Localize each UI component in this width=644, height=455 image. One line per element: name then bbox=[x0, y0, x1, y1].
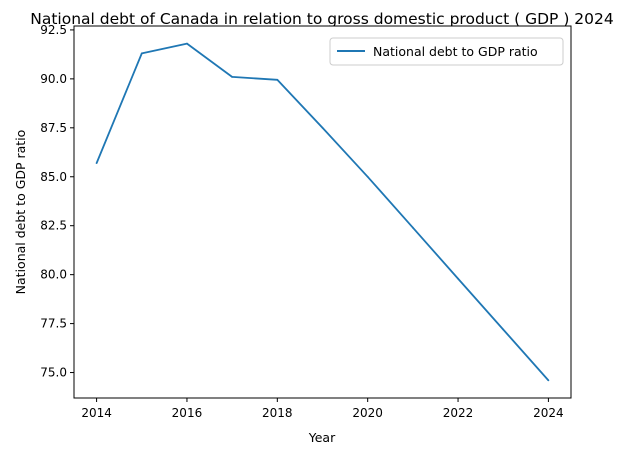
x-tick-label: 2014 bbox=[81, 406, 112, 420]
chart-title: National debt of Canada in relation to g… bbox=[30, 10, 614, 28]
plot-area bbox=[74, 26, 571, 398]
data-point bbox=[412, 226, 414, 229]
data-point bbox=[186, 42, 188, 45]
plot-frame bbox=[73, 25, 572, 399]
x-axis-label: Year bbox=[308, 430, 336, 445]
legend-box bbox=[329, 37, 564, 66]
y-tick-label: 77.5 bbox=[40, 317, 67, 331]
x-tick-label: 2022 bbox=[443, 406, 474, 420]
data-point bbox=[457, 277, 459, 280]
x-tick-label: 2018 bbox=[262, 406, 293, 420]
data-point bbox=[321, 126, 324, 129]
x-axis: 2014 2016 2018 2020 2022 2024 bbox=[81, 398, 564, 420]
y-axis-label: National debt to GDP ratio bbox=[13, 130, 28, 295]
y-tick-label: 90.0 bbox=[40, 72, 67, 86]
data-point bbox=[366, 175, 369, 178]
data-point bbox=[231, 76, 234, 78]
y-tick-label: 87.5 bbox=[40, 121, 67, 135]
series-layer bbox=[95, 42, 550, 382]
x-tick-label: 2020 bbox=[352, 406, 383, 420]
y-tick-label: 85.0 bbox=[40, 170, 67, 184]
legend-label: National debt to GDP ratio bbox=[373, 44, 538, 59]
x-tick-label: 2024 bbox=[533, 406, 564, 420]
y-axis: 75.0 77.5 80.0 82.5 85.0 87.5 90.0 92.5 bbox=[40, 23, 74, 380]
y-tick-label: 82.5 bbox=[40, 219, 67, 233]
data-point bbox=[276, 78, 279, 81]
legend: National debt to GDP ratio bbox=[329, 37, 564, 66]
data-point bbox=[502, 328, 505, 331]
data-point bbox=[95, 162, 98, 165]
y-tick-label: 75.0 bbox=[40, 366, 67, 380]
data-point bbox=[547, 379, 550, 382]
x-tick-label: 2016 bbox=[172, 406, 203, 420]
data-point bbox=[140, 52, 143, 55]
y-tick-label: 92.5 bbox=[40, 23, 67, 37]
y-tick-label: 80.0 bbox=[40, 268, 67, 282]
